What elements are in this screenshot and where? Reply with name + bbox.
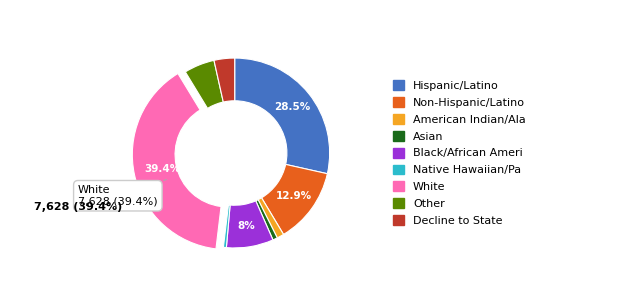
Wedge shape [256, 200, 277, 240]
Legend: Hispanic/Latino, Non-Hispanic/Latino, American Indian/Ala, Asian, Black/African : Hispanic/Latino, Non-Hispanic/Latino, Am… [388, 75, 531, 231]
Text: 8%: 8% [238, 221, 255, 231]
Wedge shape [223, 205, 230, 248]
Wedge shape [258, 198, 284, 238]
Text: 12.9%: 12.9% [276, 191, 312, 201]
Text: 7,628 (39.4%): 7,628 (39.4%) [34, 202, 122, 212]
Wedge shape [262, 164, 327, 235]
Wedge shape [185, 60, 223, 108]
Text: 28.5%: 28.5% [274, 102, 311, 112]
Wedge shape [226, 201, 273, 248]
Wedge shape [214, 58, 235, 102]
Wedge shape [235, 58, 330, 174]
Text: White
7,628 (39.4%): White 7,628 (39.4%) [78, 180, 167, 206]
Wedge shape [132, 74, 221, 249]
Text: 39.4%: 39.4% [145, 164, 181, 174]
